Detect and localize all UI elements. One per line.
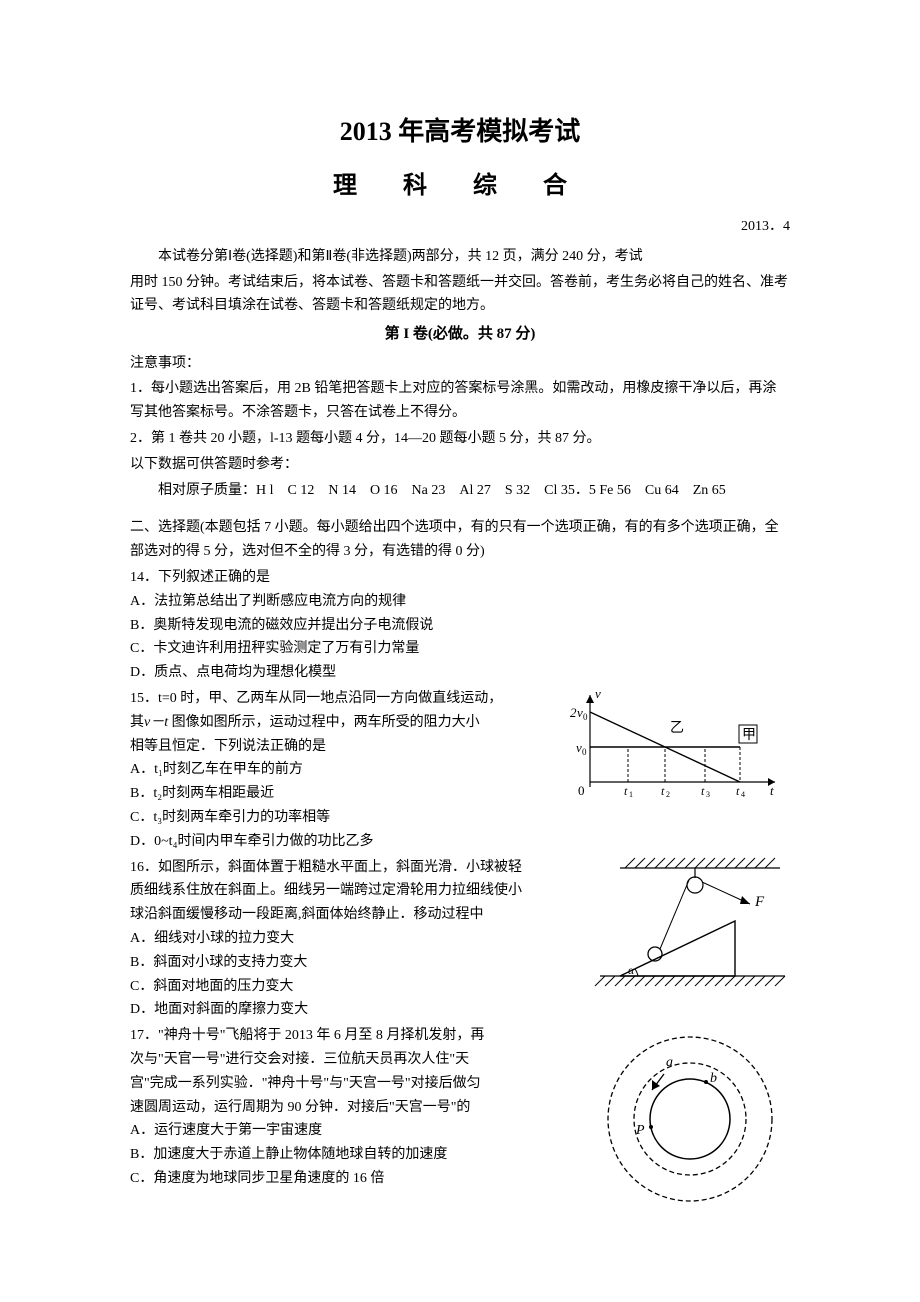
notice-3: 以下数据可供答题时参考： xyxy=(130,453,790,477)
question-15: v 2 v 0 v 0 0 t 1 t 2 t 3 t 4 t 乙 甲 15．t… xyxy=(130,687,790,854)
section-title: 第 I 卷(必做。共 87 分) xyxy=(130,322,790,348)
atomic-mass: 相对原子质量：H l C 12 N 14 O 16 Na 23 Al 27 S … xyxy=(130,479,790,503)
q17-stem4: 速圆周运动，运行周期为 90 分钟．对接后"天宫一号"的 xyxy=(130,1096,560,1120)
q14-option-d: D．质点、点电荷均为理想化模型 xyxy=(130,661,790,685)
svg-text:0: 0 xyxy=(583,712,588,722)
notice-2: 2．第 1 卷共 20 小题，l-13 题每小题 4 分，14—20 题每小题 … xyxy=(130,427,790,451)
svg-text:2: 2 xyxy=(570,705,577,720)
point-p: P xyxy=(635,1123,645,1138)
q16-stem2: 质细线系住放在斜面上。细线另一端跨过定滑轮用力拉细线使小 xyxy=(130,879,560,903)
origin-label: 0 xyxy=(578,783,585,797)
svg-text:0: 0 xyxy=(582,747,587,757)
q17-stem3: 宫"完成一系列实验．"神舟十号"与"天宫一号"对接后做匀 xyxy=(130,1072,560,1096)
svg-text:t: t xyxy=(701,784,705,797)
angle-label: α xyxy=(628,963,635,977)
q15-stem3: 相等且恒定．下列说法正确的是 xyxy=(130,735,550,759)
q15-stem1: 15．t=0 时，甲、乙两车从同一地点沿同一方向做直线运动， xyxy=(130,687,550,711)
q16-stem3: 球沿斜面缓慢移动一段距离,斜面体始终静止．移动过程中 xyxy=(130,903,560,927)
svg-text:t: t xyxy=(736,784,740,797)
q15-option-d: D．0~t₄时间内甲车牵引力做的功比乙多 xyxy=(130,830,790,854)
notice-1: 1．每小题选出答案后，用 2B 铅笔把答题卡上对应的答案标号涂黑。如需改动，用橡… xyxy=(130,377,790,425)
title-main: 2013 年高考模拟考试 xyxy=(130,110,790,154)
force-label: F xyxy=(754,894,765,910)
q14-option-a: A．法拉第总结出了判断感应电流方向的规律 xyxy=(130,590,790,614)
intro-line2: 用时 150 分钟。考试结束后，将本试卷、答题卡和答题纸一并交回。答卷前，考生务… xyxy=(130,271,790,319)
intro-line1: 本试卷分第Ⅰ卷(选择题)和第Ⅱ卷(非选择题)两部分，共 12 页，满分 240 … xyxy=(130,245,790,269)
axis-t-label: t xyxy=(770,783,774,797)
q17-stem2: 次与"天官一号"进行交会对接．三位航天员再次人住"天 xyxy=(130,1048,560,1072)
section2-intro: 二、选择题(本题包括 7 小题。每小题给出四个选项中，有的只有一个选项正确，有的… xyxy=(130,516,790,564)
q15-stem2: 其v－t 图像如图所示，运动过程中，两车所受的阻力大小 xyxy=(130,711,550,735)
q14-option-b: B．奥斯特发现电流的磁效应并提出分子电流假说 xyxy=(130,614,790,638)
figure-q16: F α xyxy=(590,856,790,1005)
label-jia: 甲 xyxy=(742,728,756,743)
svg-text:3: 3 xyxy=(706,790,710,797)
q15-option-c: C．t₃时刻两车牵引力的功率相等 xyxy=(130,806,790,830)
question-14: 14．下列叙述正确的是 A．法拉第总结出了判断感应电流方向的规律 B．奥斯特发现… xyxy=(130,566,790,685)
axis-v-label: v xyxy=(595,687,601,701)
svg-text:t: t xyxy=(661,784,665,797)
label-yi: 乙 xyxy=(670,720,684,736)
question-16: F α 16．如图所示，斜面体置于粗糙水平面上，斜面光滑．小球被轻 质细线系住放… xyxy=(130,856,790,1023)
svg-text:2: 2 xyxy=(666,790,670,797)
svg-text:t: t xyxy=(624,784,628,797)
point-b: b xyxy=(710,1071,717,1086)
point-a: a xyxy=(666,1055,673,1070)
figure-q17: a b P xyxy=(590,1024,790,1223)
svg-text:4: 4 xyxy=(741,790,745,797)
q14-option-c: C．卡文迪许利用扭秤实验测定了万有引力常量 xyxy=(130,637,790,661)
svg-text:1: 1 xyxy=(629,790,633,797)
figure-q15: v 2 v 0 v 0 0 t 1 t 2 t 3 t 4 t 乙 甲 xyxy=(570,687,790,806)
q17-stem1: 17．"神舟十号"飞船将于 2013 年 6 月至 8 月择机发射，再 xyxy=(130,1024,560,1048)
question-17: a b P 17．"神舟十号"飞船将于 2013 年 6 月至 8 月择机发射，… xyxy=(130,1024,790,1191)
notice-header: 注意事项： xyxy=(130,352,790,376)
q16-stem1: 16．如图所示，斜面体置于粗糙水平面上，斜面光滑．小球被轻 xyxy=(130,856,560,880)
q14-stem: 14．下列叙述正确的是 xyxy=(130,566,790,590)
title-sub: 理 科 综 合 xyxy=(130,166,790,207)
exam-date: 2013．4 xyxy=(130,215,790,239)
